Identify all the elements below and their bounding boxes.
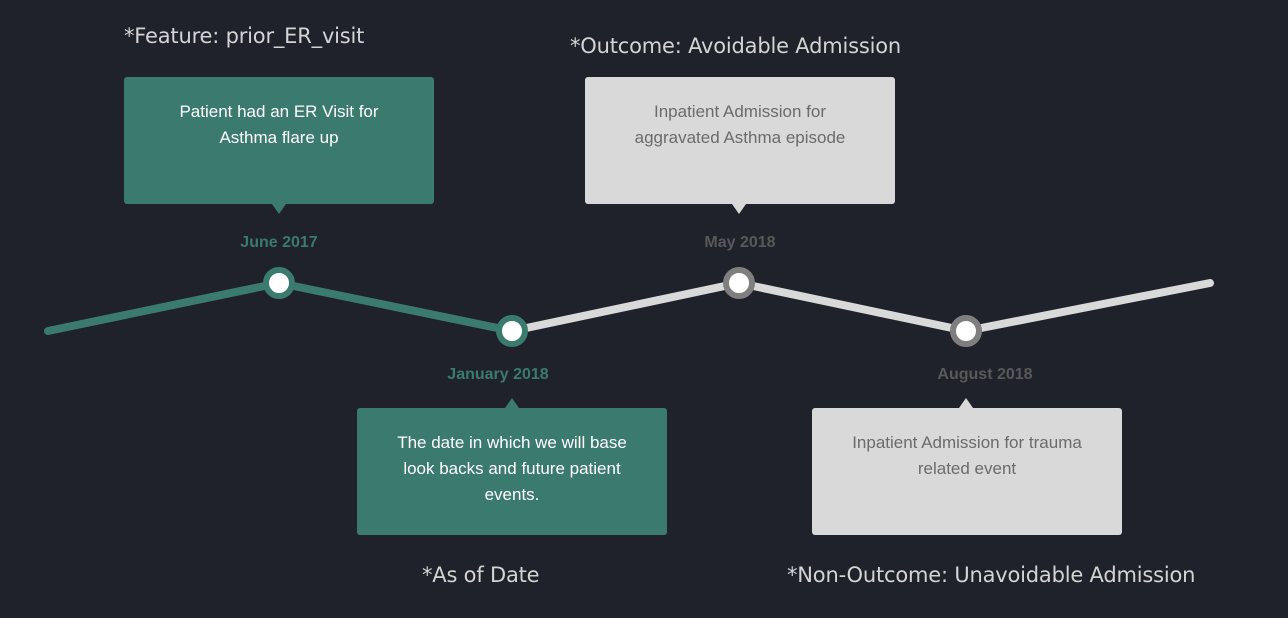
event-node-august-2018[interactable] bbox=[950, 315, 982, 347]
event-date-august-2018: August 2018 bbox=[937, 366, 1033, 383]
timeline-segment-future-1 bbox=[508, 279, 743, 335]
event-date-may-2018: May 2018 bbox=[704, 234, 776, 251]
callout-pointer bbox=[959, 398, 973, 408]
timeline-segment-active-2 bbox=[275, 279, 516, 335]
callout-pointer bbox=[505, 398, 519, 408]
event-description: Patient had an ER Visit for Asthma flare… bbox=[179, 102, 379, 147]
event-node-june-2017[interactable] bbox=[263, 267, 295, 299]
timeline-segment-future-3 bbox=[962, 279, 1214, 335]
event-description: The date in which we will base look back… bbox=[397, 433, 627, 504]
timeline-segment-future-2 bbox=[735, 279, 970, 335]
event-card-may-2018: Inpatient Admission for aggravated Asthm… bbox=[585, 77, 895, 204]
non-outcome-footnote: *Non-Outcome: Unavoidable Admission bbox=[787, 563, 1196, 587]
event-date-june-2017: June 2017 bbox=[240, 234, 318, 251]
callout-pointer bbox=[732, 204, 746, 214]
as-of-date-footnote: *As of Date bbox=[422, 563, 540, 587]
event-description: Inpatient Admission for trauma related e… bbox=[852, 433, 1082, 478]
event-card-january-2018: The date in which we will base look back… bbox=[357, 408, 667, 535]
event-node-may-2018[interactable] bbox=[723, 267, 755, 299]
event-description: Inpatient Admission for aggravated Asthm… bbox=[634, 102, 846, 147]
outcome-footnote: *Outcome: Avoidable Admission bbox=[570, 34, 901, 58]
timeline-segment-active-1 bbox=[44, 279, 283, 335]
event-node-january-2018[interactable] bbox=[496, 315, 528, 347]
event-card-june-2017: Patient had an ER Visit for Asthma flare… bbox=[124, 77, 434, 204]
feature-footnote: *Feature: prior_ER_visit bbox=[124, 24, 365, 48]
event-date-january-2018: January 2018 bbox=[447, 366, 549, 383]
callout-pointer bbox=[272, 204, 286, 214]
event-card-august-2018: Inpatient Admission for trauma related e… bbox=[812, 408, 1122, 535]
